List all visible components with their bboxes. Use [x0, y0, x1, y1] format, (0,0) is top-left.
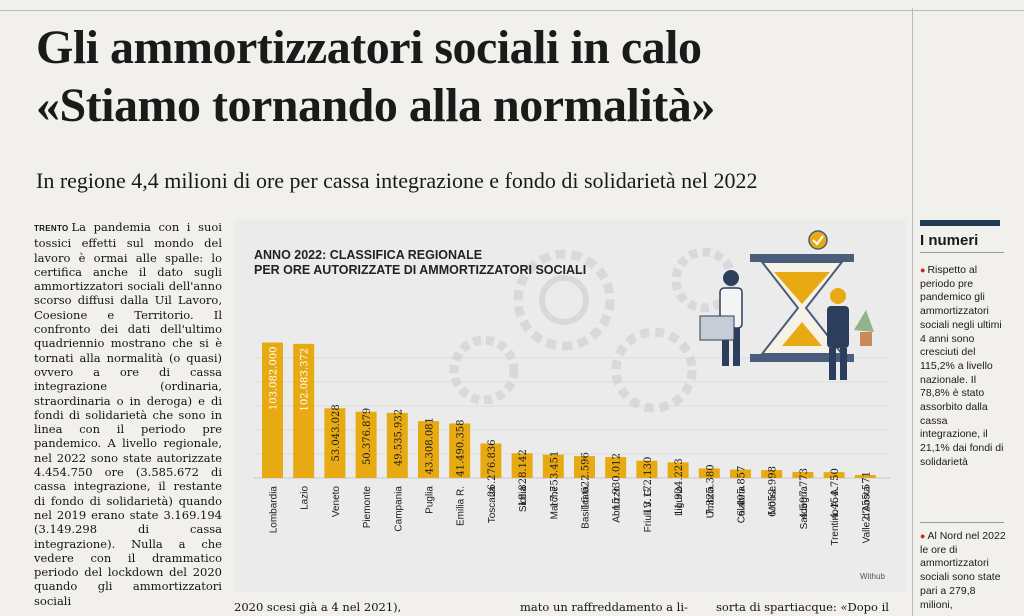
category-label: Puglia [425, 486, 436, 514]
column-rule [912, 8, 913, 616]
value-label: 11.924.223 [674, 458, 685, 515]
value-label: 41.490.358 [456, 419, 467, 476]
person-left-illustration [699, 270, 743, 366]
chart-value-labels: 103.082.000 102.083.372 53.043.028 50.376.8… [269, 347, 873, 522]
value-label: 18.828.142 [518, 449, 529, 506]
value-label: 4.454.750 [830, 468, 841, 519]
dateline-place: TRENTO [34, 224, 69, 233]
chart-gridlines [254, 357, 890, 479]
category-label: Umbria [705, 486, 716, 519]
value-label: 16.622.596 [581, 452, 592, 509]
bar-toscana [480, 443, 502, 478]
value-label: 26.276.836 [487, 439, 498, 496]
sidebar-item-1-text: Rispetto al periodo pre pandemico gli am… [920, 264, 1004, 468]
subheadline: In regione 4,4 milioni di ore per cassa … [36, 168, 758, 193]
category-label: Abruzzo [612, 486, 623, 523]
value-label: 17.753.451 [549, 451, 560, 508]
chart-bars [262, 342, 876, 478]
category-label: Sicilia [518, 486, 529, 513]
bar-marche [542, 454, 564, 478]
sidebar-item-2: ● Al Nord nel 2022 le ore di ammortizzato… [920, 530, 1006, 612]
value-label: 6.052.998 [768, 466, 779, 517]
category-label: Valle d'Aosta [861, 486, 872, 544]
category-label: Friuli V. G. [643, 486, 654, 532]
category-label: Campania [393, 486, 404, 532]
bar-trentino-a-a- [823, 472, 845, 478]
value-label: 6.405.857 [737, 466, 748, 517]
category-label: Trentino A. A. [830, 486, 841, 546]
bar-abruzzo [605, 457, 627, 478]
category-label: Toscana [487, 486, 498, 524]
category-label: Lazio [300, 486, 311, 510]
category-label: Marche [549, 486, 560, 520]
bar-umbria [698, 468, 720, 478]
category-label: Basilicata [581, 486, 592, 529]
value-label: 15.930.012 [612, 453, 623, 510]
category-label: Calabria [737, 486, 748, 524]
category-label: Sardegna [799, 486, 810, 530]
chart-title: ANNO 2022: CLASSIFICA REGIONALE PER ORE … [254, 248, 586, 278]
bar-veneto [324, 408, 346, 478]
bar-liguria [667, 462, 689, 478]
article-col4-fragment: sorta di spartiacque: «Dopo il [716, 600, 889, 614]
bar-lazio [293, 343, 315, 478]
value-label: 49.535.932 [393, 409, 404, 466]
value-label: 7.325.380 [705, 464, 716, 515]
headline-line-1: Gli ammortizzatori sociali in calo [36, 21, 702, 74]
sidebar-rule [920, 252, 1004, 253]
category-label: Veneto [331, 486, 342, 518]
value-label: 2.255.571 [861, 471, 872, 522]
hourglass-illustration [750, 230, 854, 362]
bar-sicilia [511, 453, 533, 478]
sidebar-item-2-text: Al Nord nel 2022 le ore di ammortizzator… [920, 530, 1006, 611]
value-label: 102.083.372 [300, 348, 311, 412]
sidebar-item-1: ● Rispetto al periodo pre pandemico gli a… [920, 264, 1006, 470]
bar-chart: 103.082.000 102.083.372 53.043.028 50.376.8… [254, 230, 890, 546]
category-label: Lombardia [269, 486, 280, 534]
chart-title-line-1: ANNO 2022: CLASSIFICA REGIONALE [254, 248, 483, 262]
bar-emilia-r- [449, 423, 471, 478]
chart-title-line-2: PER ORE AUTORIZZATE DI AMMORTIZZATORI SO… [254, 263, 587, 277]
value-label: 43.308.081 [425, 417, 436, 474]
article-body: TRENTO La pandemia con i suoi tossici eff… [34, 220, 222, 616]
value-label: 103.082.000 [269, 347, 280, 411]
category-label: Piemonte [362, 486, 373, 529]
bullet-icon: ● [920, 265, 926, 275]
category-label: Emilia R. [456, 486, 467, 526]
bar-basilicata [574, 456, 595, 478]
headline-line-2: «Stiamo tornando alla normalità» [36, 79, 715, 132]
bar-sardegna [792, 471, 814, 478]
bar-calabria [730, 469, 751, 478]
value-label: 53.043.028 [331, 404, 342, 461]
article-col3-fragment: mato un raffreddamento a li- [520, 600, 688, 614]
value-label: 13.172.130 [643, 457, 654, 514]
bar-puglia [418, 421, 439, 478]
bullet-icon: ● [920, 531, 926, 541]
sidebar-separator [920, 522, 1004, 523]
bar-lombardia [262, 342, 283, 478]
value-label: 4.597.773 [799, 468, 810, 519]
graphic-credit: Withub [860, 572, 885, 581]
top-rule [0, 10, 1024, 11]
chart-category-labels: Lombardia Lazio Veneto Piemonte Campania Pugl… [269, 486, 873, 546]
value-label: 50.376.879 [362, 408, 373, 465]
category-label: Liguria [674, 486, 685, 516]
infographic: 103.082.000 102.083.372 53.043.028 50.376.8… [234, 220, 906, 592]
article-text: La pandemia con i suoi tossici effetti s… [34, 220, 222, 608]
bar-valle-d-aosta [854, 475, 876, 478]
sidebar-title: I numeri [920, 232, 979, 249]
bar-friuli-v-g- [636, 460, 658, 478]
article-col2-fragment: 2020 scesi già a 4 nel 2021), [234, 600, 402, 614]
bar-molise [761, 470, 783, 478]
bar-piemonte [355, 411, 377, 478]
sidebar-accent-bar [920, 220, 1000, 226]
category-label: Molise [768, 486, 779, 515]
person-right-illustration [827, 288, 874, 380]
bar-campania [386, 412, 408, 478]
